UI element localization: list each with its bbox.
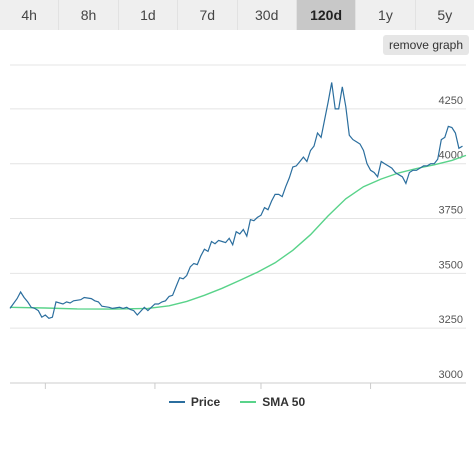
tab-1d[interactable]: 1d [118, 0, 179, 30]
x-axis-tick-labels: Aug '25Sep '25Oct '25Nov '25 [44, 383, 372, 389]
y-tick-label: 3250 [439, 314, 463, 326]
legend-label-price: Price [190, 395, 221, 409]
tab-4h[interactable]: 4h [0, 0, 60, 30]
y-tick-label: 3750 [439, 205, 463, 217]
legend-label-sma-50: SMA 50 [262, 395, 306, 409]
tab-30d[interactable]: 30d [237, 0, 297, 30]
tab-7d[interactable]: 7d [178, 0, 238, 30]
tab-1y[interactable]: 1y [356, 0, 416, 30]
tab-8h[interactable]: 8h [59, 0, 119, 30]
chart-grid [10, 64, 466, 384]
time-range-tabs: 4h 8h 1d 7d 30d 120d 1y 5y [0, 0, 474, 30]
legend-swatch-sma-50 [240, 401, 257, 403]
remove-graph-button[interactable]: remove graph [383, 35, 469, 55]
price-chart: 3000 3250 3500 3750 4000 4250 Aug '25Sep '25O… [9, 64, 467, 389]
y-tick-label: 4250 [439, 95, 463, 107]
legend-item-sma-50[interactable]: SMA 50 [240, 395, 305, 409]
series-line-sma-50 [9, 154, 467, 310]
legend-swatch-price [168, 401, 185, 403]
tab-5y[interactable]: 5y [415, 0, 474, 30]
y-tick-label: 4000 [439, 150, 463, 162]
series-line-price [9, 82, 463, 319]
y-axis-tick-labels: 3000 3250 3500 3750 4000 4250 [439, 95, 463, 381]
chart-legend: Price SMA 50 [0, 392, 474, 412]
tab-120d[interactable]: 120d [296, 0, 357, 30]
y-tick-label: 3500 [439, 259, 463, 271]
y-tick-label: 3000 [439, 369, 463, 381]
legend-item-price[interactable]: Price [168, 395, 221, 409]
